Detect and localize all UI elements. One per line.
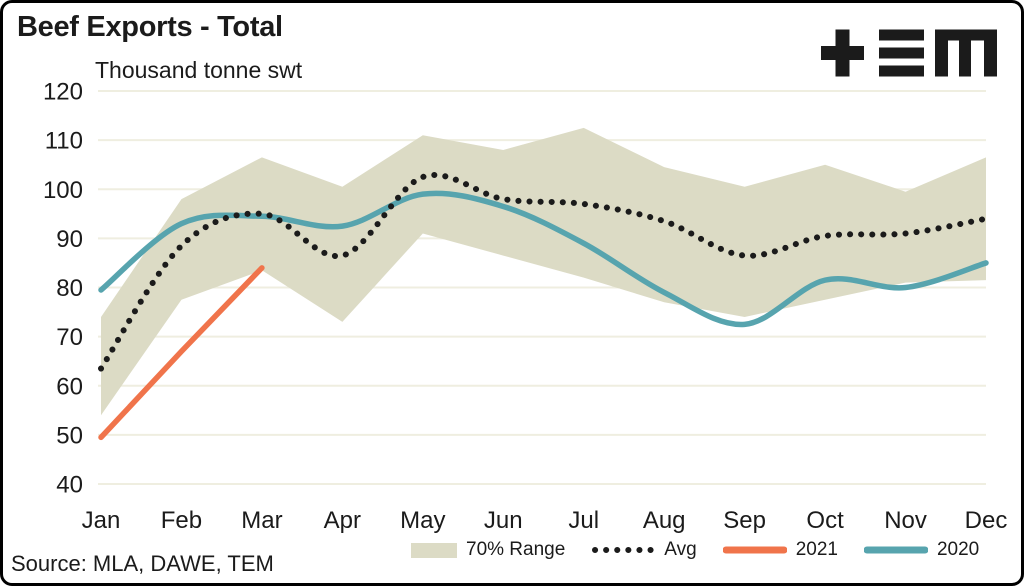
- x-axis-tick-label: May: [400, 507, 445, 534]
- x-axis-tick-label: Jun: [484, 507, 523, 534]
- x-axis-tick-label: Aug: [643, 507, 686, 534]
- legend-label: Avg: [664, 539, 697, 560]
- tem-logo-icon: [821, 29, 997, 77]
- x-axis-tick-label: Jul: [568, 507, 599, 534]
- x-axis-tick-label: Mar: [241, 507, 282, 534]
- y-axis-tick-label: 80: [56, 275, 83, 302]
- x-axis-tick-labels: Jan Feb Mar Apr May Jun Jul Aug Sep Oct Nov Dec: [82, 507, 1008, 534]
- x-axis-tick-label: Jan: [82, 507, 121, 534]
- teal-line-swatch-icon: [863, 546, 928, 554]
- x-axis-tick-label: Apr: [324, 507, 361, 534]
- legend-item-2020: 2020: [863, 539, 980, 561]
- x-axis-tick-label: Nov: [884, 507, 927, 534]
- y-axis-tick-label: 60: [56, 373, 83, 400]
- series-range-band: [101, 127, 986, 416]
- legend-item-2021: 2021: [722, 539, 838, 561]
- x-axis-tick-label: Dec: [965, 507, 1008, 534]
- x-axis-tick-label: Oct: [806, 507, 844, 534]
- y-axis-tick-labels: 40 50 60 70 80 90 100 110 120: [43, 79, 83, 499]
- dotted-line-swatch-icon: [592, 547, 656, 553]
- y-axis-tick-label: 110: [45, 128, 83, 155]
- series-avg-line: [98, 172, 989, 372]
- chart-legend: 70% Range Avg 2021 2020: [411, 536, 979, 564]
- range-band-swatch-icon: [411, 542, 457, 558]
- orange-line-swatch-icon: [722, 546, 787, 554]
- x-axis-tick-label: Feb: [161, 507, 202, 534]
- y-axis-unit-label: Thousand tonne swt: [95, 57, 303, 83]
- legend-item-range: 70% Range: [411, 539, 565, 561]
- series-2021-line: [98, 265, 265, 441]
- page-title: Beef Exports - Total: [17, 11, 283, 43]
- y-axis-tick-label: 100: [43, 177, 83, 204]
- y-axis-tick-label: 50: [56, 422, 83, 449]
- y-axis-tick-label: 70: [56, 324, 83, 351]
- y-axis-tick-label: 120: [43, 79, 83, 106]
- legend-label: 2020: [936, 539, 980, 560]
- source-note: Source: MLA, DAWE, TEM: [11, 551, 274, 576]
- legend-item-avg: Avg: [591, 539, 697, 561]
- legend-label: 2021: [795, 539, 838, 560]
- legend-label: 70% Range: [466, 539, 566, 560]
- y-axis-tick-label: 40: [56, 472, 83, 499]
- x-axis-tick-label: Sep: [723, 507, 766, 534]
- y-axis-tick-label: 90: [56, 226, 83, 253]
